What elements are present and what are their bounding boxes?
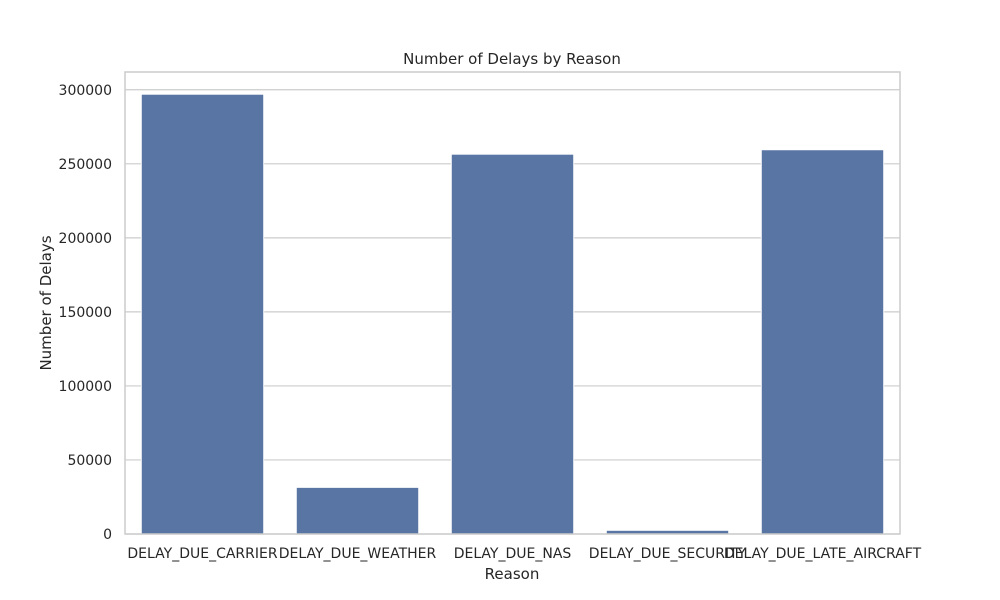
bar: [140, 93, 265, 535]
y-tick-label: 100000: [59, 379, 112, 395]
bars: [140, 93, 885, 535]
chart-title: Number of Delays by Reason: [403, 50, 621, 68]
y-tick-label: 150000: [59, 305, 112, 321]
bar: [295, 486, 420, 535]
y-axis-title: Number of Delays: [37, 235, 55, 370]
y-tick-labels: 0 50000 100000 150000 200000 250000 300000: [59, 83, 112, 543]
y-tick-label: 250000: [59, 157, 112, 173]
x-tick-label: DELAY_DUE_CARRIER: [127, 546, 277, 562]
bar: [450, 153, 575, 535]
x-tick-label: DELAY_DUE_SECURITY: [589, 546, 747, 562]
bar: [760, 149, 885, 535]
y-tick-label: 0: [103, 527, 112, 543]
x-tick-label: DELAY_DUE_WEATHER: [279, 546, 437, 562]
x-tick-labels: DELAY_DUE_CARRIER DELAY_DUE_WEATHER DELAY_…: [127, 546, 921, 562]
plot-frame: [124, 71, 901, 535]
x-tick-label: DELAY_DUE_NAS: [454, 546, 572, 562]
y-tick-label: 50000: [67, 453, 112, 469]
y-tick-label: 300000: [59, 83, 112, 99]
y-tick-label: 200000: [59, 231, 112, 247]
x-axis-title: Reason: [485, 565, 540, 583]
x-tick-label: DELAY_DUE_LATE_AIRCRAFT: [724, 546, 922, 562]
